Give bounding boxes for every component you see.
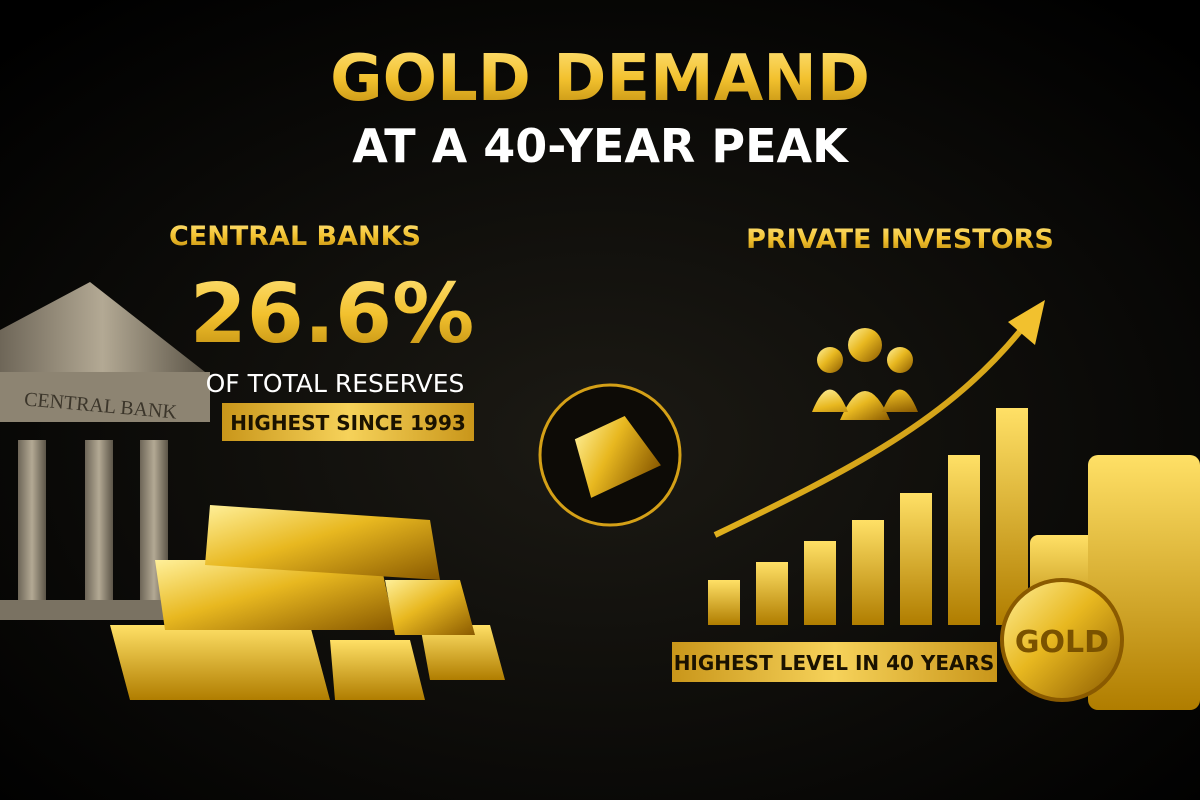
gold-bar <box>110 625 330 700</box>
people-icon <box>812 389 918 412</box>
column <box>18 440 46 600</box>
deco-bar <box>804 541 836 625</box>
left-stat-caption: OF TOTAL RESERVES <box>206 369 465 398</box>
center-gold-bar <box>574 415 661 498</box>
title: GOLD DEMAND <box>330 42 870 116</box>
left-badge <box>222 403 474 441</box>
deco-bar <box>948 455 980 625</box>
building-pediment <box>0 282 205 372</box>
gold-bar <box>330 640 425 700</box>
trend-arrowhead <box>1008 300 1045 345</box>
people-icon <box>848 328 882 362</box>
deco-bar <box>708 580 740 625</box>
deco-bar <box>996 408 1028 625</box>
right-badge-text: HIGHEST LEVEL IN 40 YEARS <box>674 651 995 675</box>
people-icon <box>840 391 890 420</box>
deco-bar <box>756 562 788 625</box>
coin-label: GOLD <box>1015 625 1109 660</box>
gold-bar <box>420 625 505 680</box>
gold-coin <box>1000 578 1124 702</box>
deco-bar <box>852 520 884 625</box>
gold-bar <box>205 505 440 580</box>
building-steps <box>0 600 200 620</box>
left-heading: CENTRAL BANKS <box>169 221 421 252</box>
gold-bar <box>155 560 395 630</box>
left-badge-text: HIGHEST SINCE 1993 <box>230 411 466 435</box>
subtitle: AT A 40-YEAR PEAK <box>352 119 850 173</box>
people-icon <box>817 347 843 373</box>
right-heading: PRIVATE INVESTORS <box>746 224 1054 255</box>
left-stat: 26.6% <box>190 267 474 362</box>
right-badge <box>672 642 997 682</box>
building-entablature <box>0 372 210 422</box>
gold-bar <box>385 580 475 635</box>
column <box>85 440 113 600</box>
deco-bar <box>900 493 932 625</box>
people-icon <box>887 347 913 373</box>
trend-arrow <box>713 323 1028 538</box>
